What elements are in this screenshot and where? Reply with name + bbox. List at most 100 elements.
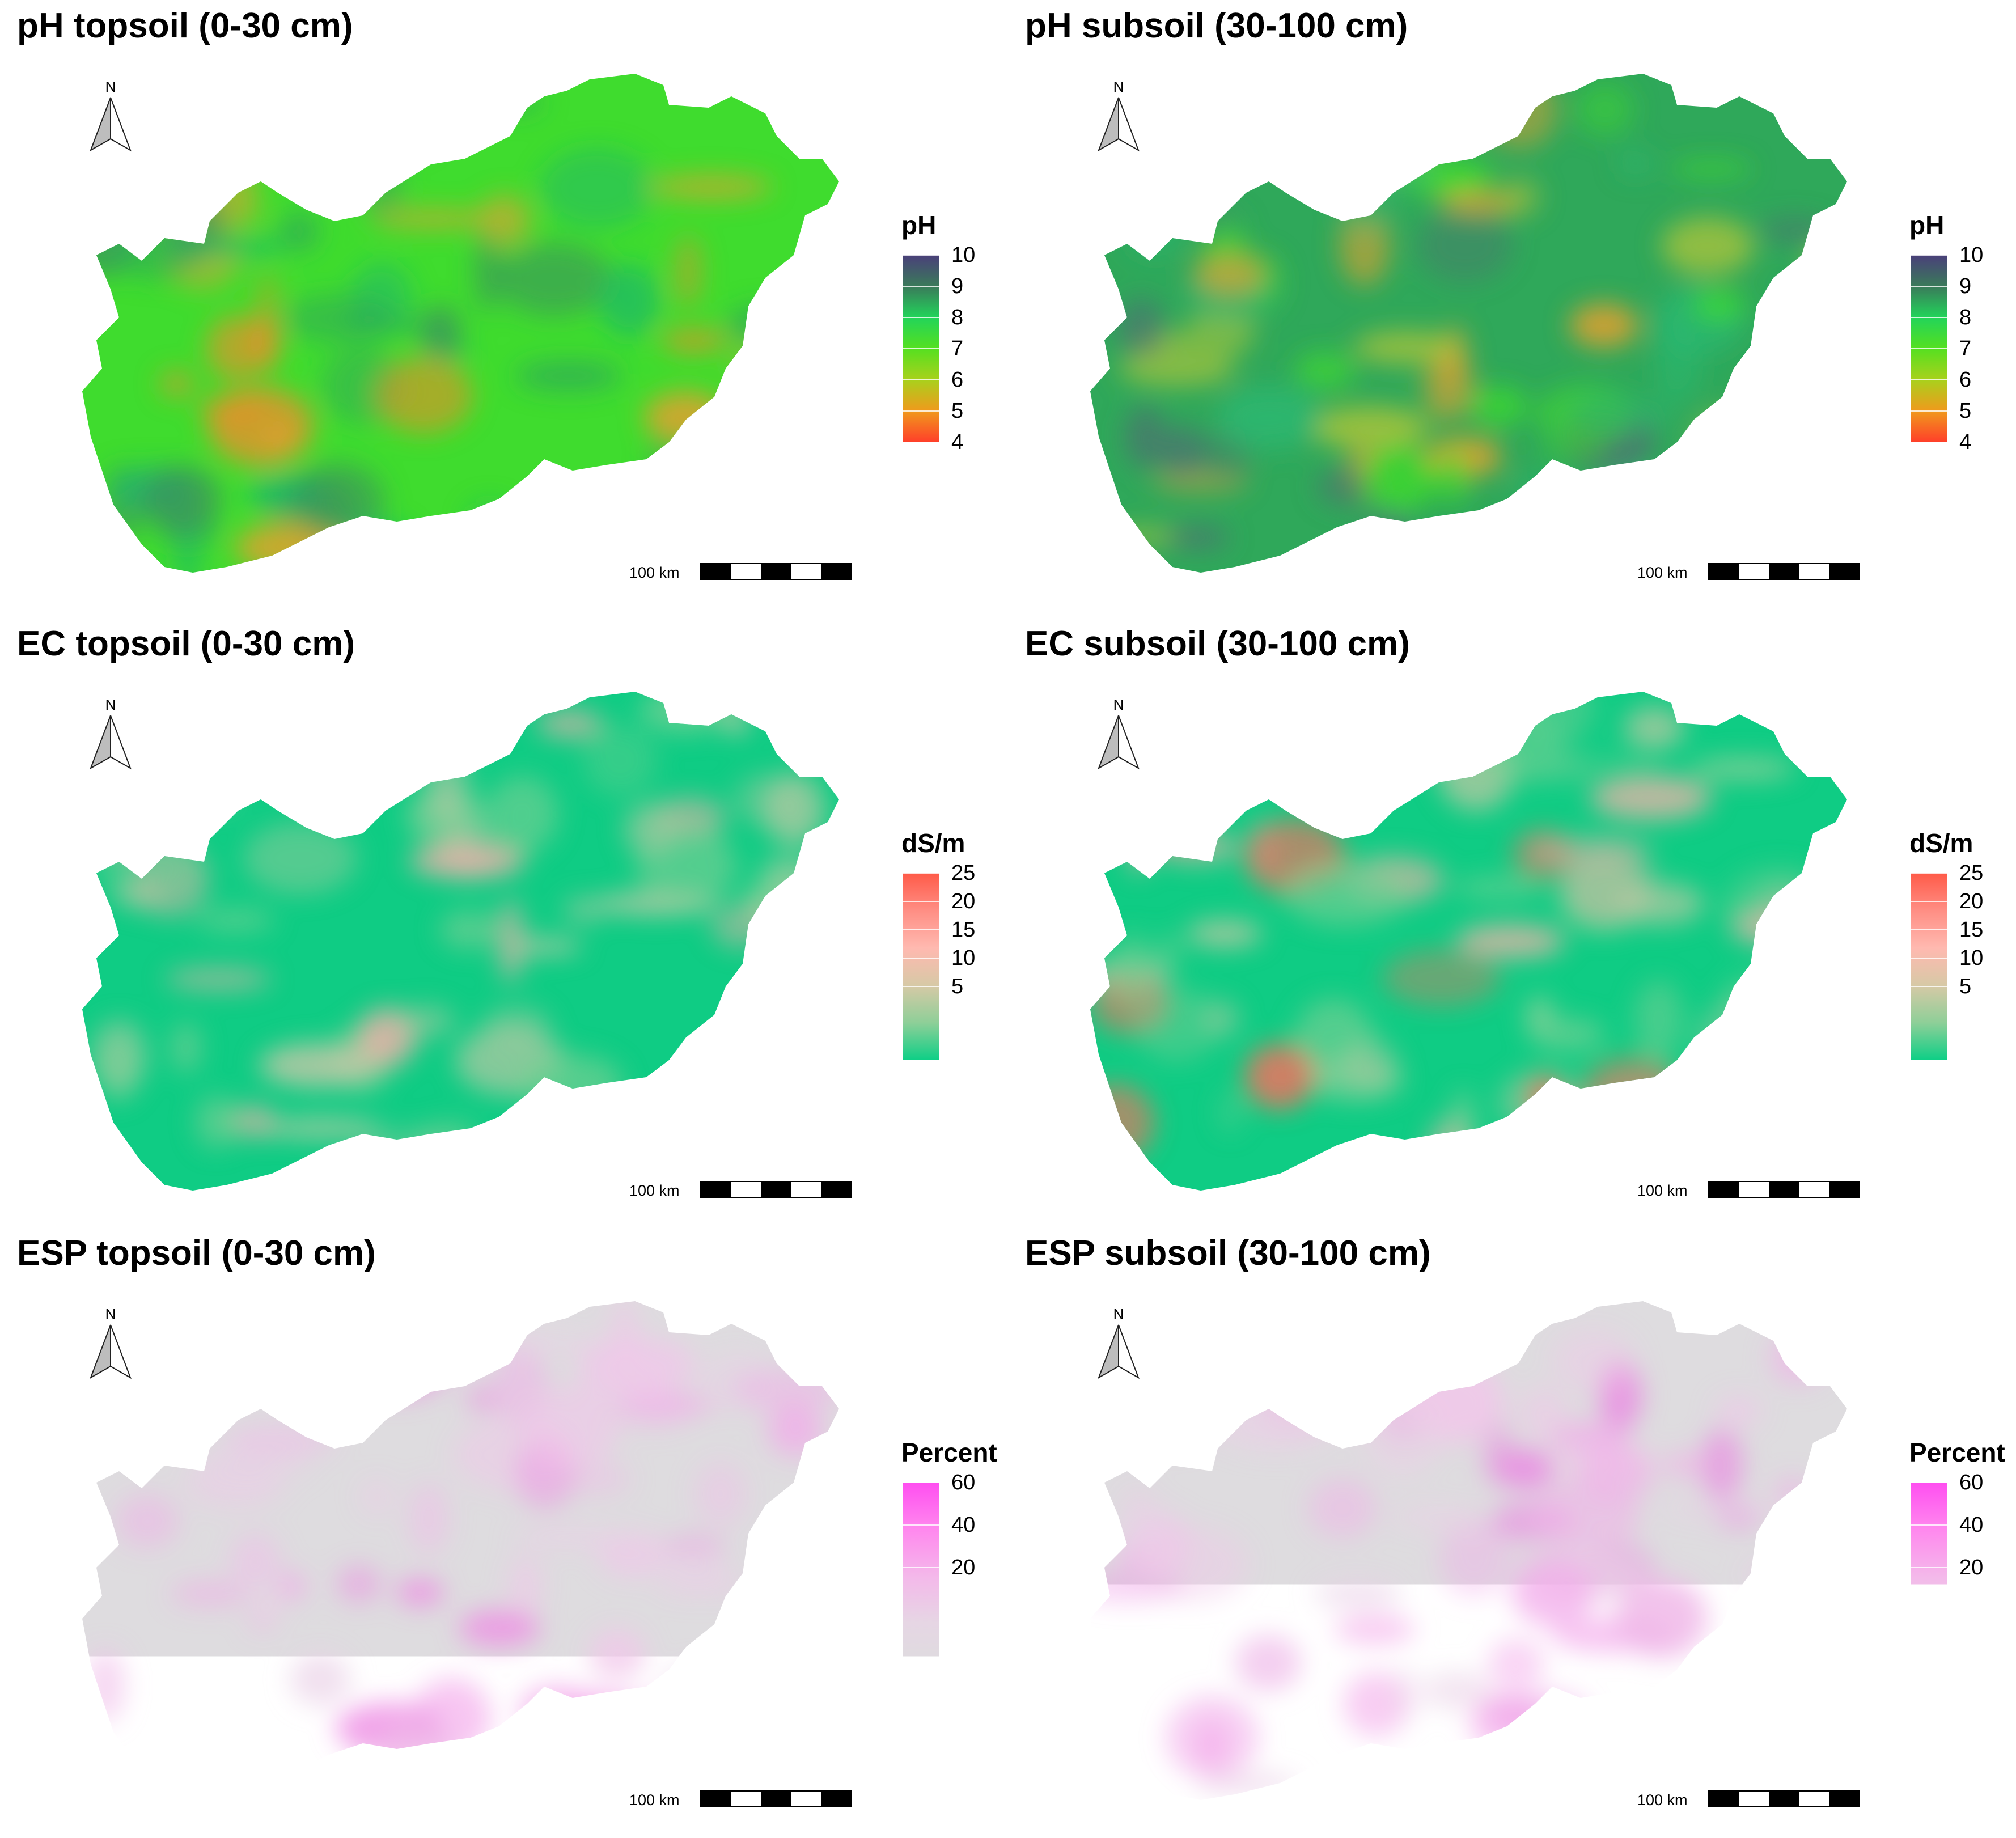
legend-tick-label: 9 [1959,276,1971,297]
scale-segment [1829,564,1859,579]
legend-tick-label: 5 [951,400,963,422]
raster-patch [648,439,681,486]
raster-patch [375,1719,460,1782]
raster-patch [99,746,140,778]
legend-colorbar [1911,1483,1947,1670]
raster-patch [508,1556,543,1615]
raster-patch [1165,526,1230,549]
raster-patch [1526,1075,1565,1120]
legend-tick-mark [903,286,939,287]
raster-patch [295,1367,386,1400]
raster-patch [1308,1478,1377,1538]
raster-patch [644,392,727,443]
raster-patch [1285,864,1407,926]
legend-colorbar [903,1483,939,1670]
raster-patch [1488,1638,1544,1691]
raster-patch [1309,406,1430,449]
scale-segment [1769,1792,1799,1806]
raster-patch [541,1692,658,1774]
raster-patch [199,395,267,425]
legend-title: Percent [901,1437,997,1468]
raster-patch [761,855,821,884]
raster-patch [1615,882,1705,925]
raster-patch [86,1649,125,1722]
scale-segment [1799,1182,1829,1197]
raster-patch [1244,1044,1315,1109]
raster-patch [498,899,524,984]
map-hungary [1087,1301,1847,1800]
raster-patch [87,1355,172,1434]
legend-tick-label: 6 [951,369,963,391]
raster-patch [408,1482,449,1555]
scale-segment [731,1182,761,1197]
raster-patch [667,1666,727,1705]
legend-tick-mark [903,379,939,380]
raster-patch [486,776,558,853]
raster-patch [1758,404,1792,459]
raster-patch [1663,1452,1703,1477]
scale-segment [821,1182,851,1197]
scale-segment [701,564,731,579]
raster-patch [235,523,350,572]
raster-patch [732,1368,839,1412]
raster-patch [141,466,221,533]
raster-patch [1218,1091,1242,1133]
raster-patch [259,1119,382,1138]
raster-patch [1693,411,1759,487]
scale-segments [700,1181,852,1198]
legend-tick-label: 5 [1959,976,1971,997]
panel-ec-subsoil: EC subsoil (30-100 cm) N dS/m 25 20 15 10 5 … [1008,618,2016,1229]
legend-tick-label: 5 [951,976,963,997]
raster-patch [754,1037,818,1098]
raster-patch [132,158,196,177]
raster-patch [614,1754,657,1779]
scale-segment [731,1792,761,1806]
raster-patch [345,1327,452,1399]
raster-patch [426,739,468,823]
legend-tick-mark [1911,929,1947,930]
legend-tick-label: 25 [1959,862,1983,884]
raster-patch [170,1581,251,1607]
legend-tick-mark [903,958,939,959]
raster-patch [422,306,461,359]
scale-segments [1708,563,1860,580]
raster-patch [1160,426,1205,478]
scale-segment [761,564,791,579]
raster-patch [246,715,339,743]
scale-segments [1708,1181,1860,1198]
raster-patch [1125,200,1186,258]
raster-patch [1692,290,1746,321]
raster-patch [337,1566,381,1602]
scale-label: 100 km [1637,1182,1688,1200]
raster-patch [550,1108,595,1165]
raster-patch [665,1137,697,1185]
raster-patch [1511,1555,1595,1627]
scale-label: 100 km [1637,564,1688,582]
legend-tick-mark [1911,410,1947,412]
panel-ph-subsoil: pH subsoil (30-100 cm) N pH 10 9 8 7 6 5 4 100… [1008,0,2016,611]
raster-patch [87,762,207,807]
raster-patch [539,147,655,229]
raster-patch [1135,986,1219,1062]
legend-tick-label: 5 [1959,400,1971,422]
scale-segment [761,1182,791,1197]
legend-tick-label: 25 [951,862,975,884]
scale-segment [1709,1182,1739,1197]
scale-segment [1829,1182,1859,1197]
raster-patch [624,803,677,856]
legend-tick-mark [1911,442,1947,443]
legend-tick-mark [903,410,939,412]
raster-patch [1692,1735,1750,1782]
raster-patch [88,727,180,763]
legend-tick-label: 60 [951,1472,975,1493]
raster-patch [515,361,622,391]
raster-patch [233,159,256,196]
raster-patch [1518,1386,1569,1440]
raster-patch [1366,511,1411,550]
raster-patch [94,124,161,154]
raster-patch [1120,931,1144,1003]
raster-patch [1472,386,1527,426]
scale-segment [1829,1792,1859,1806]
raster-patch [1677,1095,1755,1151]
raster-patch [225,1424,336,1458]
